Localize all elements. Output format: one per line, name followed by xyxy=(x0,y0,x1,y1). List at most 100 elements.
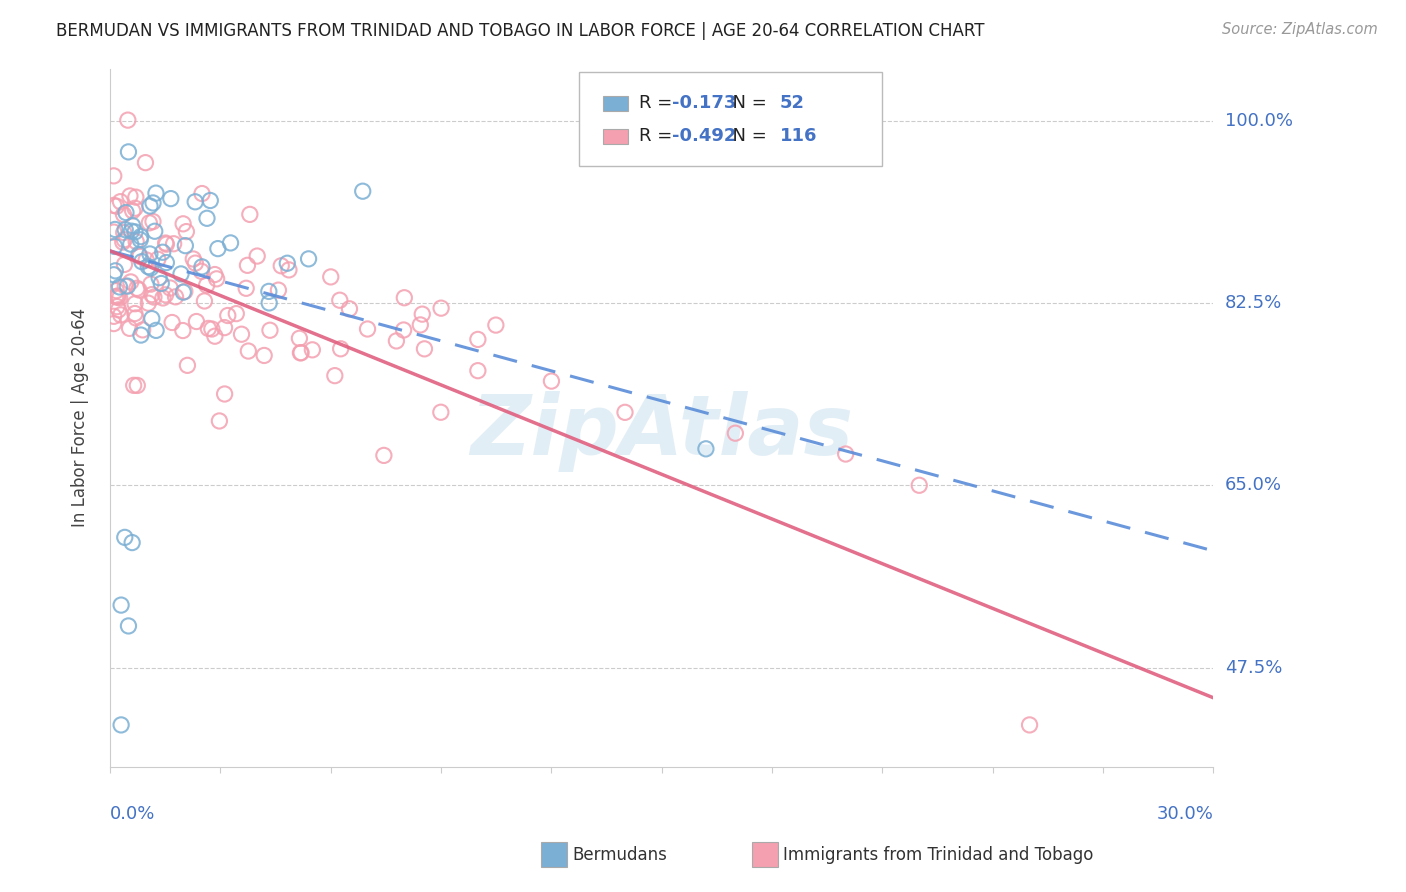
Point xyxy=(127,378,149,392)
Point xyxy=(238,344,260,359)
Point xyxy=(121,203,143,218)
Point xyxy=(103,225,125,239)
Text: Source: ZipAtlas.com: Source: ZipAtlas.com xyxy=(1222,22,1378,37)
Point xyxy=(112,208,135,222)
Point xyxy=(172,324,194,338)
FancyBboxPatch shape xyxy=(603,95,627,112)
Point xyxy=(120,275,142,289)
Point xyxy=(128,247,150,261)
Point xyxy=(124,296,146,310)
Point xyxy=(257,285,280,299)
Point xyxy=(301,343,323,357)
Point xyxy=(143,224,166,238)
Text: N =: N = xyxy=(721,128,773,145)
Point xyxy=(103,310,125,324)
Point xyxy=(159,192,181,206)
Point xyxy=(141,311,163,326)
Point xyxy=(141,287,163,301)
Point xyxy=(115,205,138,219)
Point xyxy=(173,285,195,299)
Point xyxy=(191,186,214,201)
Point xyxy=(142,196,165,211)
Point xyxy=(356,322,378,336)
Point xyxy=(139,199,162,213)
Point xyxy=(104,264,127,278)
Point xyxy=(430,301,453,315)
Point xyxy=(110,194,132,209)
Point xyxy=(373,449,395,463)
Text: R =: R = xyxy=(638,128,678,145)
Point xyxy=(131,323,153,337)
Point xyxy=(155,235,177,250)
Text: 116: 116 xyxy=(780,128,817,145)
Point xyxy=(120,224,142,238)
Point xyxy=(110,598,132,612)
Point xyxy=(329,293,352,308)
Point xyxy=(135,252,157,267)
Point xyxy=(276,256,298,270)
Text: 65.0%: 65.0% xyxy=(1225,476,1282,494)
Point xyxy=(125,235,148,249)
Point xyxy=(150,277,173,291)
FancyBboxPatch shape xyxy=(603,128,627,144)
Point xyxy=(146,252,169,267)
Point xyxy=(129,328,152,343)
Point xyxy=(117,279,139,293)
Text: 52: 52 xyxy=(780,95,804,112)
Point xyxy=(908,478,931,492)
Point xyxy=(139,260,162,275)
Point xyxy=(142,214,165,228)
Point xyxy=(467,333,489,347)
Point xyxy=(485,318,508,332)
Point xyxy=(136,296,159,310)
Point xyxy=(125,190,148,204)
Point xyxy=(103,169,125,183)
Point xyxy=(118,189,141,203)
Point xyxy=(162,236,184,251)
Point xyxy=(104,290,127,304)
Point xyxy=(235,281,257,295)
Point xyxy=(246,249,269,263)
Point xyxy=(290,345,312,359)
Point xyxy=(214,320,236,334)
Point xyxy=(385,334,408,348)
Text: 30.0%: 30.0% xyxy=(1157,805,1213,823)
Point xyxy=(129,229,152,244)
Point xyxy=(172,285,194,300)
Point xyxy=(392,323,415,337)
Point xyxy=(107,302,129,317)
Point xyxy=(197,321,219,335)
Point xyxy=(152,291,174,305)
Point xyxy=(112,233,135,247)
Point xyxy=(110,308,132,322)
FancyBboxPatch shape xyxy=(752,842,778,867)
Point xyxy=(112,226,135,240)
Point xyxy=(411,307,433,321)
Point xyxy=(121,219,143,233)
Point xyxy=(176,225,198,239)
Point xyxy=(409,318,432,332)
Point xyxy=(278,263,301,277)
Point xyxy=(124,225,146,239)
Point xyxy=(128,283,150,297)
Point xyxy=(236,258,259,272)
Point xyxy=(139,247,162,261)
Point xyxy=(184,194,207,209)
Point xyxy=(288,331,311,345)
Point xyxy=(108,280,131,294)
Point xyxy=(107,290,129,304)
Y-axis label: In Labor Force | Age 20-64: In Labor Force | Age 20-64 xyxy=(72,308,89,527)
Point xyxy=(105,284,128,298)
Point xyxy=(1018,718,1040,732)
Point xyxy=(160,316,183,330)
Point xyxy=(125,281,148,295)
Point xyxy=(181,252,204,266)
Text: 0.0%: 0.0% xyxy=(110,805,156,823)
Point xyxy=(193,293,215,308)
Point xyxy=(105,289,128,303)
Point xyxy=(191,260,214,274)
Point xyxy=(103,317,125,331)
Point xyxy=(105,300,128,314)
Point xyxy=(114,257,136,271)
Point xyxy=(104,222,127,236)
